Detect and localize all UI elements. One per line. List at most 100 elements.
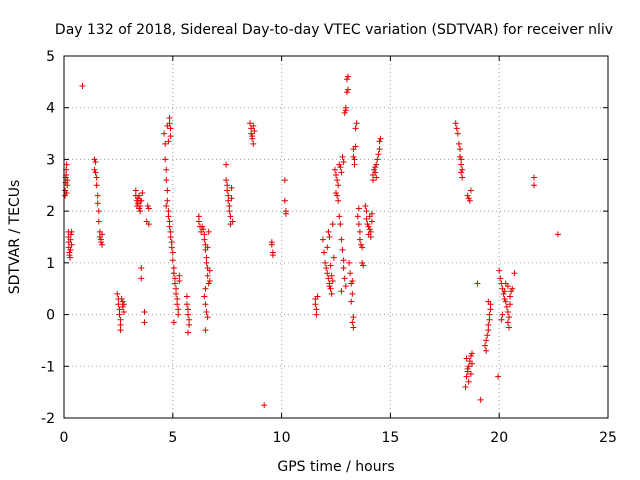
data-point <box>340 265 347 272</box>
data-point <box>335 197 342 204</box>
data-point <box>501 288 508 295</box>
data-point <box>467 187 474 194</box>
grid <box>64 56 608 418</box>
data-point <box>373 174 380 181</box>
data-point <box>486 311 493 318</box>
data-point <box>459 174 466 181</box>
data-point <box>225 192 232 199</box>
data-point <box>164 187 171 194</box>
data-point <box>205 228 212 235</box>
data-point <box>163 177 170 184</box>
data-point <box>458 156 465 163</box>
data-point <box>504 308 511 315</box>
data-point <box>79 82 86 89</box>
data-point <box>358 241 365 248</box>
data-point <box>251 127 258 134</box>
data-point <box>326 283 333 290</box>
data-point <box>248 130 255 137</box>
data-point <box>329 277 336 284</box>
data-point <box>199 223 206 230</box>
data-point <box>465 195 472 202</box>
data-point <box>485 327 492 334</box>
data-point <box>359 259 366 266</box>
data-point <box>114 290 121 297</box>
data-point <box>509 285 516 292</box>
data-point <box>91 166 98 173</box>
data-point <box>139 190 146 197</box>
data-point <box>138 275 145 282</box>
data-point <box>117 327 124 334</box>
data-point <box>94 200 101 207</box>
data-point <box>465 363 472 370</box>
data-point <box>363 215 370 222</box>
data-point <box>462 383 469 390</box>
data-point <box>203 254 210 261</box>
data-point <box>117 321 124 328</box>
data-point <box>68 241 75 248</box>
data-point <box>195 213 202 220</box>
data-point <box>458 169 465 176</box>
data-point <box>325 275 332 282</box>
data-point <box>95 218 102 225</box>
data-point <box>201 236 208 243</box>
data-point <box>457 146 464 153</box>
data-point <box>343 89 350 96</box>
data-point <box>508 288 515 295</box>
data-point <box>120 308 127 315</box>
data-point <box>93 182 100 189</box>
data-point <box>337 221 344 228</box>
data-points <box>62 73 561 409</box>
data-point <box>204 272 211 279</box>
data-point <box>92 159 99 166</box>
data-point <box>502 298 509 305</box>
data-point <box>324 270 331 277</box>
data-point <box>176 277 183 284</box>
data-point <box>168 244 175 251</box>
data-point <box>466 197 473 204</box>
data-point <box>185 329 192 336</box>
data-point <box>337 164 344 171</box>
data-point <box>505 324 512 331</box>
data-point <box>227 213 234 220</box>
data-point <box>163 166 170 173</box>
data-point <box>504 283 511 290</box>
data-point <box>95 208 102 215</box>
data-point <box>67 236 74 243</box>
data-point <box>169 257 176 264</box>
data-point <box>174 296 181 303</box>
data-point <box>223 161 230 168</box>
data-point <box>351 156 358 163</box>
data-point <box>167 234 174 240</box>
data-point <box>349 319 356 326</box>
data-point <box>482 342 489 349</box>
data-point <box>171 275 178 282</box>
data-point <box>349 290 356 297</box>
data-point <box>170 319 177 326</box>
data-point <box>250 122 257 129</box>
data-point <box>281 197 288 204</box>
data-point <box>229 218 236 225</box>
data-point <box>166 115 173 122</box>
data-point <box>366 213 373 220</box>
data-point <box>173 285 180 292</box>
plot-frame <box>63 55 609 419</box>
data-point <box>186 321 193 328</box>
data-point <box>336 213 343 220</box>
data-point <box>174 301 181 308</box>
data-point <box>463 355 470 362</box>
data-point <box>511 270 518 277</box>
data-point <box>175 306 182 313</box>
data-point <box>455 140 462 147</box>
data-point <box>99 241 106 248</box>
data-point <box>206 267 213 274</box>
data-point <box>326 234 333 240</box>
data-point <box>338 169 345 176</box>
data-point <box>469 360 475 367</box>
data-point <box>170 265 177 272</box>
data-point <box>350 324 357 331</box>
x-tick-label: 20 <box>490 430 508 446</box>
data-point <box>467 352 474 359</box>
data-point <box>313 306 320 313</box>
data-point <box>167 133 174 140</box>
data-point <box>467 371 474 378</box>
